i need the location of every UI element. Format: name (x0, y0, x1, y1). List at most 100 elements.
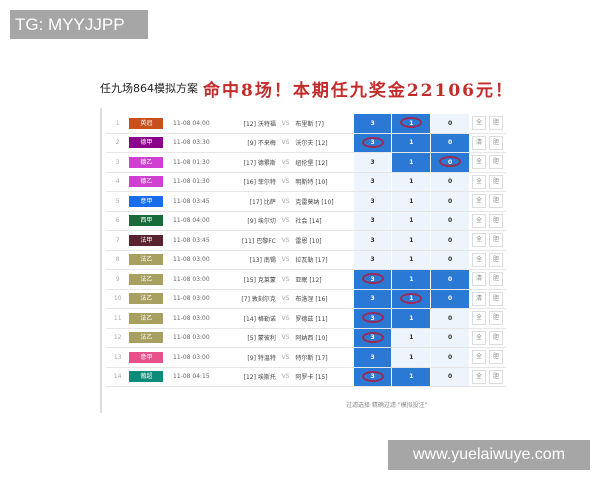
option-1[interactable]: 1 (391, 328, 431, 348)
option-1[interactable]: 1 (391, 133, 431, 153)
banker-button[interactable]: 胆 (489, 116, 503, 131)
match-time: 11-08 03:45 (173, 191, 225, 212)
option-3[interactable]: 3 (352, 114, 392, 134)
select-all-button[interactable]: 全 (472, 213, 486, 228)
option-1[interactable]: 1 (391, 211, 431, 231)
option-1[interactable]: 1 (391, 114, 431, 134)
option-1[interactable]: 1 (391, 172, 431, 192)
option-3[interactable]: 3 (352, 172, 392, 192)
option-3[interactable]: 3 (352, 269, 392, 290)
option-0[interactable]: 0 (430, 191, 469, 212)
select-all-button[interactable]: 全 (472, 369, 486, 384)
option-1[interactable]: 1 (391, 250, 431, 270)
home-team: [9] 埃尔切 (224, 211, 276, 231)
option-1[interactable]: 1 (391, 347, 431, 368)
option-1[interactable]: 1 (391, 152, 431, 173)
home-team: [14] 格勒诺 (224, 308, 276, 329)
away-team: 社会 [14] (295, 211, 354, 231)
option-3[interactable]: 3 (352, 152, 392, 173)
away-team: 拉瓦勒 [17] (295, 250, 354, 270)
select-all-button[interactable]: 全 (472, 194, 486, 209)
option-3[interactable]: 3 (352, 133, 392, 153)
option-3[interactable]: 3 (352, 230, 392, 251)
banker-button[interactable]: 胆 (489, 311, 503, 326)
option-3[interactable]: 3 (352, 328, 392, 348)
row-number: 1 (106, 114, 130, 134)
table-row: 12 法乙 11-08 03:00 [5] 蒙彼利 VS 阿纳西 [10] 3 1 0… (106, 328, 506, 348)
banker-button[interactable]: 胆 (489, 291, 503, 306)
select-all-button[interactable]: 全 (472, 252, 486, 267)
option-0[interactable]: 0 (430, 269, 469, 290)
option-1[interactable]: 1 (391, 308, 431, 329)
highlight-circle (400, 292, 423, 304)
option-3[interactable]: 3 (352, 289, 392, 309)
option-1[interactable]: 1 (391, 289, 431, 309)
option-0[interactable]: 0 (430, 211, 469, 231)
option-0[interactable]: 0 (430, 230, 469, 251)
option-1[interactable]: 1 (391, 269, 431, 290)
footer-links[interactable]: 过滤选择 精确过滤 "模拟投注" (346, 402, 428, 409)
option-0[interactable]: 0 (430, 289, 469, 309)
select-all-button[interactable]: 全 (472, 330, 486, 345)
match-panel: 1 英冠 11-08 04:00 [12] 沃特福 VS 布里斯 [7] 3 1 0 全… (100, 108, 506, 413)
match-time: 11-08 03:00 (173, 328, 225, 348)
option-3[interactable]: 3 (352, 250, 392, 270)
vs-label: VS (275, 172, 296, 192)
banker-button[interactable]: 胆 (489, 350, 503, 365)
select-all-button[interactable]: 清 (472, 135, 486, 150)
option-0[interactable]: 0 (430, 328, 469, 348)
select-all-button[interactable]: 全 (472, 350, 486, 365)
option-1[interactable]: 1 (391, 230, 431, 251)
banker-button[interactable]: 胆 (489, 155, 503, 170)
banker-button[interactable]: 胆 (489, 135, 503, 150)
select-all-button[interactable]: 全 (472, 155, 486, 170)
table-row: 9 法乙 11-08 03:00 [15] 克莱蒙 VS 亚眠 [12] 3 1 0 清… (106, 269, 506, 290)
highlight-circle (361, 136, 384, 148)
away-team: 罗德兹 [11] (295, 308, 354, 329)
vs-label: VS (275, 211, 296, 231)
option-0[interactable]: 0 (430, 347, 469, 368)
banker-button[interactable]: 胆 (489, 233, 503, 248)
banker-button[interactable]: 胆 (489, 369, 503, 384)
banker-button[interactable]: 胆 (489, 194, 503, 209)
watermark-top-left: TG: MYYJJPP (10, 10, 148, 39)
option-1[interactable]: 1 (391, 367, 431, 387)
option-0[interactable]: 0 (430, 308, 469, 329)
option-3[interactable]: 3 (352, 308, 392, 329)
banker-button[interactable]: 胆 (489, 330, 503, 345)
match-time: 11-08 04:00 (173, 211, 225, 231)
select-all-button[interactable]: 清 (472, 291, 486, 306)
home-team: [13] 南锡 (224, 250, 276, 270)
away-team: 纽伦堡 [12] (295, 152, 354, 173)
match-time: 11-08 03:00 (173, 289, 225, 309)
banker-button[interactable]: 胆 (489, 174, 503, 189)
select-all-button[interactable]: 全 (472, 116, 486, 131)
option-0[interactable]: 0 (430, 367, 469, 387)
home-team: [9] 不来梅 (224, 133, 276, 153)
option-3[interactable]: 3 (352, 191, 392, 212)
select-all-button[interactable]: 全 (472, 311, 486, 326)
home-team: [12] 埃斯托 (224, 367, 276, 387)
league-badge: 德乙 (129, 156, 164, 168)
table-row: 11 法乙 11-08 03:00 [14] 格勒诺 VS 罗德兹 [11] 3 1… (106, 308, 506, 329)
option-3[interactable]: 3 (352, 367, 392, 387)
away-team: 特尔斯 [17] (295, 347, 354, 368)
option-0[interactable]: 0 (430, 152, 469, 173)
option-1[interactable]: 1 (391, 191, 431, 212)
away-team: 阿纳西 [10] (295, 328, 354, 348)
option-0[interactable]: 0 (430, 133, 469, 153)
option-0[interactable]: 0 (430, 114, 469, 134)
option-0[interactable]: 0 (430, 172, 469, 192)
row-number: 8 (106, 250, 130, 270)
banker-button[interactable]: 胆 (489, 252, 503, 267)
option-3[interactable]: 3 (352, 211, 392, 231)
option-3[interactable]: 3 (352, 347, 392, 368)
option-0[interactable]: 0 (430, 250, 469, 270)
league-badge: 法乙 (129, 254, 164, 266)
select-all-button[interactable]: 全 (472, 174, 486, 189)
banker-button[interactable]: 胆 (489, 213, 503, 228)
banker-button[interactable]: 胆 (489, 272, 503, 287)
away-team: 亚眠 [12] (295, 269, 354, 290)
select-all-button[interactable]: 清 (472, 272, 486, 287)
select-all-button[interactable]: 全 (472, 233, 486, 248)
